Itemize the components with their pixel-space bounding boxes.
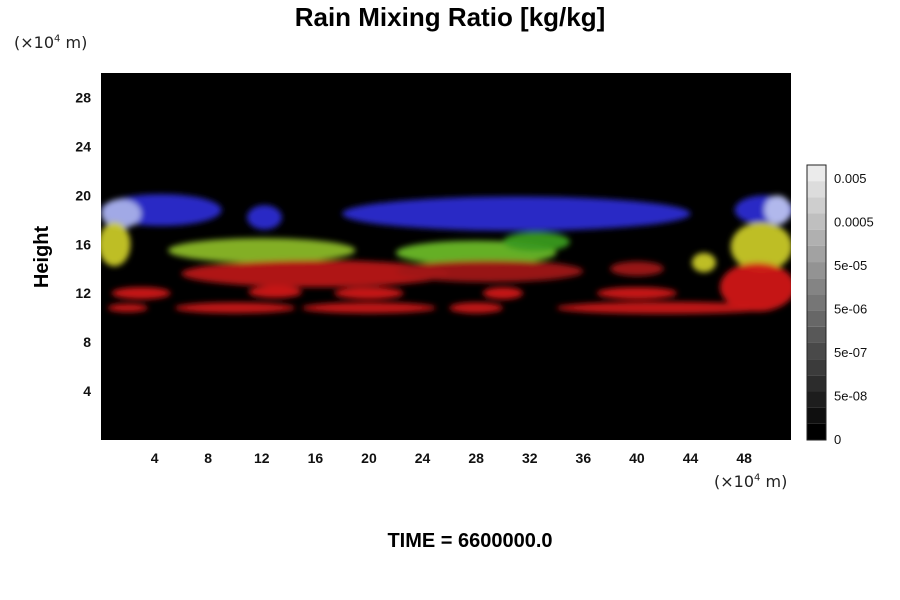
rain-region-7 [167, 238, 356, 263]
rain-region-22 [301, 302, 436, 314]
rain-region-21 [174, 302, 296, 314]
colorbar-level [807, 359, 826, 376]
colorbar-level [807, 229, 826, 246]
rain-region-13 [395, 260, 584, 283]
colorbar-level [807, 391, 826, 408]
colorbar-level [807, 262, 826, 279]
rain-region-18 [334, 287, 404, 300]
rain-region-6 [101, 222, 131, 267]
y-axis: 4 8 12 16 20 24 28 [75, 89, 91, 399]
colorbar-level [807, 375, 826, 392]
chart-title: Rain Mixing Ratio [kg/kg] [294, 2, 606, 32]
x-tick-label: 24 [415, 450, 431, 466]
x-tick-label: 8 [204, 450, 212, 466]
x-tick-label: 28 [468, 450, 484, 466]
rain-region-3 [342, 196, 691, 231]
rain-region-14 [610, 261, 664, 277]
colorbar-label: 5e-05 [834, 258, 867, 273]
x-tick-label: 4 [151, 450, 159, 466]
y-axis-unit: (×104 m) [14, 33, 88, 52]
x-tick-label: 20 [361, 450, 377, 466]
x-tick-label: 40 [629, 450, 645, 466]
rain-regions [101, 194, 791, 314]
y-tick-label: 8 [83, 334, 91, 350]
rain-region-25 [107, 303, 148, 313]
y-axis-label: Height [31, 226, 53, 289]
x-tick-label: 12 [254, 450, 270, 466]
rain-region-17 [248, 285, 302, 299]
colorbar-level [807, 278, 826, 295]
colorbar-level [807, 342, 826, 360]
rain-region-1 [101, 199, 142, 229]
colorbar-level [807, 197, 826, 214]
x-tick-label: 16 [308, 450, 324, 466]
y-tick-label: 12 [75, 285, 91, 301]
colorbar-level [807, 213, 826, 230]
rain-region-15 [720, 262, 791, 312]
colorbar-level [807, 294, 826, 311]
colorbar-frame [806, 164, 827, 441]
time-label: TIME = 6600000.0 [387, 530, 553, 552]
colorbar-level [807, 423, 826, 440]
rain-region-16 [111, 287, 171, 300]
colorbar-label: 5e-06 [834, 302, 867, 317]
rain-region-24 [556, 301, 771, 314]
rain-region-5 [764, 195, 791, 225]
colorbar-level [807, 407, 826, 424]
rain-region-23 [449, 302, 503, 314]
colorbar-level [807, 310, 826, 327]
y-tick-label: 28 [75, 89, 91, 105]
rain-region-12 [181, 260, 450, 288]
colorbar: 0.005 0.0005 5e-05 5e-06 5e-07 5e-08 0 [806, 164, 874, 447]
y-tick-label: 16 [75, 236, 91, 252]
rain-region-9 [502, 232, 570, 252]
colorbar-level [807, 181, 826, 198]
y-tick-label: 24 [75, 138, 91, 154]
rain-region-10 [730, 222, 791, 272]
y-tick-label: 4 [83, 383, 91, 399]
colorbar-level [807, 245, 826, 263]
colorbar-level [807, 326, 826, 343]
rain-region-19 [482, 287, 524, 300]
colorbar-label: 5e-08 [834, 389, 867, 404]
colorbar-label: 5e-07 [834, 345, 867, 360]
rain-region-11 [691, 252, 716, 273]
y-tick-label: 20 [75, 187, 91, 203]
colorbar-level [807, 165, 826, 182]
rain-region-20 [596, 287, 678, 300]
colorbar-label: 0 [834, 432, 841, 447]
x-tick-label: 32 [522, 450, 538, 466]
x-axis-unit: (×104 m) [714, 472, 788, 491]
colorbar-label: 0.0005 [834, 215, 874, 230]
colorbar-label: 0.005 [834, 171, 867, 186]
x-axis: 4 8 12 16 20 24 28 32 36 40 44 48 [151, 450, 752, 466]
x-tick-label: 48 [736, 450, 752, 466]
x-tick-label: 36 [576, 450, 592, 466]
rain-region-2 [247, 205, 282, 230]
x-tick-label: 44 [683, 450, 699, 466]
